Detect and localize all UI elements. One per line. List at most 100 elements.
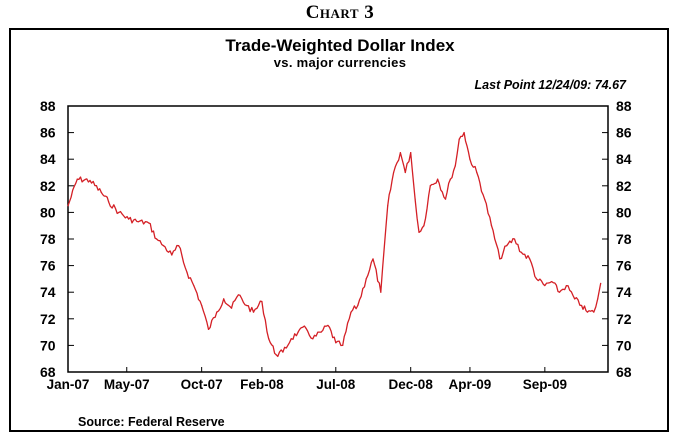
y-tick-label-left: 70: [40, 337, 56, 353]
data-point: [565, 284, 567, 287]
data-point: [365, 278, 367, 280]
data-point: [437, 178, 439, 180]
data-point: [148, 222, 150, 224]
data-point: [499, 258, 501, 260]
y-tick-label-right: 72: [616, 311, 632, 327]
data-point: [429, 185, 431, 187]
data-point: [454, 165, 456, 167]
data-point: [252, 311, 255, 313]
data-point: [261, 300, 263, 303]
y-tick-label-right: 80: [616, 204, 632, 220]
data-point: [327, 324, 329, 327]
data-point: [237, 294, 239, 296]
data-point: [520, 251, 522, 253]
data-point: [118, 211, 120, 213]
y-tick-label-left: 68: [40, 364, 56, 380]
y-tick-label-left: 84: [40, 151, 56, 167]
x-tick-label: Dec-08: [389, 377, 434, 392]
data-point: [574, 298, 576, 300]
data-point: [597, 298, 599, 300]
y-tick-label-left: 88: [40, 98, 56, 114]
y-tick-label-right: 86: [616, 125, 632, 141]
last-point-annotation: Last Point 12/24/09: 74.67: [474, 78, 626, 92]
y-tick-label-right: 88: [616, 98, 632, 114]
data-point: [335, 342, 337, 344]
data-point: [67, 205, 69, 207]
data-point: [506, 245, 508, 247]
data-point: [418, 231, 420, 233]
data-point: [372, 258, 374, 260]
x-tick-label: Sep-09: [523, 377, 567, 392]
data-point: [207, 328, 210, 331]
y-tick-label-right: 78: [616, 231, 632, 247]
data-point: [513, 238, 516, 240]
data-point: [535, 278, 538, 280]
y-tick-label-left: 72: [40, 311, 56, 327]
data-point: [128, 218, 130, 220]
data-point: [108, 201, 110, 203]
y-tick-label-right: 74: [616, 284, 632, 300]
data-point: [297, 331, 299, 333]
chart-subtitle: vs. major currencies: [273, 55, 407, 70]
data-point: [449, 178, 451, 180]
data-point: [171, 254, 173, 256]
data-point: [476, 171, 478, 174]
x-tick-label: Apr-09: [449, 377, 492, 392]
data-point: [490, 225, 493, 227]
data-point: [484, 198, 486, 200]
data-point: [186, 271, 188, 273]
data-point: [404, 171, 406, 174]
data-point: [399, 151, 402, 154]
chart-frame: [9, 28, 669, 432]
data-point: [282, 351, 284, 353]
data-point: [469, 158, 471, 160]
y-tick-label-left: 82: [40, 178, 56, 194]
data-point: [529, 258, 531, 260]
data-point: [586, 311, 589, 313]
data-point: [423, 225, 425, 227]
data-point: [580, 304, 583, 307]
plot-area-border: [67, 105, 609, 373]
data-point: [290, 338, 292, 340]
chart-title: Trade-Weighted Dollar Index: [225, 36, 455, 55]
data-point: [551, 280, 553, 283]
data-point: [230, 307, 233, 309]
data-point: [444, 198, 447, 200]
data-point: [558, 291, 561, 293]
data-point: [216, 311, 218, 313]
data-point: [458, 138, 460, 140]
data-point: [268, 338, 270, 340]
data-point: [600, 282, 602, 284]
data-point: [387, 205, 389, 207]
data-point: [392, 171, 395, 174]
data-point: [380, 291, 382, 293]
data-point: [156, 238, 158, 240]
data-point: [463, 132, 465, 134]
data-point: [350, 311, 352, 313]
data-point: [201, 304, 203, 307]
y-tick-label-left: 76: [40, 258, 56, 274]
data-point: [593, 311, 595, 313]
y-tick-label-left: 86: [40, 125, 56, 141]
y-tick-label-right: 76: [616, 258, 632, 274]
data-point: [305, 327, 307, 329]
data-point: [320, 331, 322, 333]
data-point: [178, 245, 180, 247]
source-note: Source: Federal Reserve: [78, 415, 225, 429]
y-tick-label-right: 82: [616, 178, 632, 194]
x-tick-label: May-07: [104, 377, 150, 392]
data-point: [223, 298, 225, 300]
y-tick-label-right: 68: [616, 364, 632, 380]
data-point: [544, 284, 546, 287]
x-tick-label: Oct-07: [181, 377, 223, 392]
y-tick-label-left: 80: [40, 204, 56, 220]
data-point: [89, 179, 91, 182]
y-tick-label-right: 84: [616, 151, 632, 167]
data-point: [137, 221, 140, 223]
x-tick-label: Jul-08: [316, 377, 356, 392]
data-point: [76, 178, 78, 180]
data-point: [162, 245, 165, 247]
series-line: [67, 131, 602, 358]
x-tick-label: Jan-07: [47, 377, 90, 392]
